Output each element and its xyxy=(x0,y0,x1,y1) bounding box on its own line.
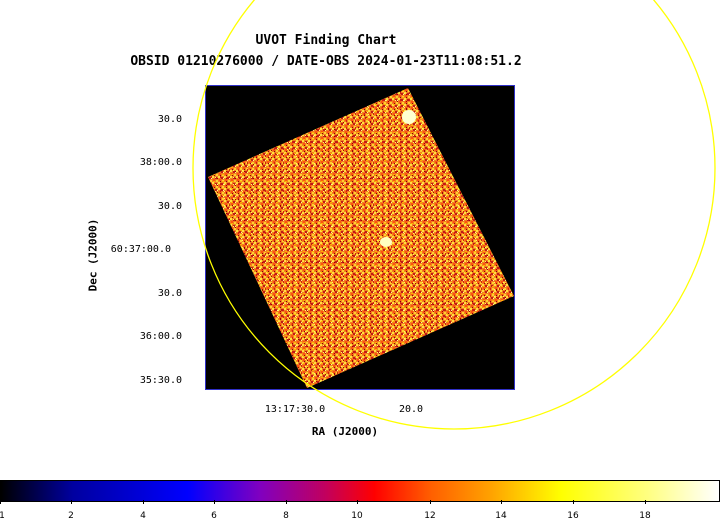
colorbar-tick xyxy=(430,500,431,504)
sky-image-svg xyxy=(208,88,514,388)
colorbar-label: 1 xyxy=(0,511,5,521)
colorbar-tick xyxy=(0,500,1,504)
colorbar-tick xyxy=(143,500,144,504)
y-tick-label: 30.0 xyxy=(157,114,182,125)
colorbar-label: 2 xyxy=(68,511,74,521)
colorbar-tick xyxy=(645,500,646,504)
bright-source xyxy=(380,237,392,247)
colorbar-tick xyxy=(71,500,72,504)
y-tick-label: 30.0 xyxy=(157,288,182,299)
colorbar-tick xyxy=(286,500,287,504)
y-tick-label: 30.0 xyxy=(157,201,182,212)
x-tick-label: 20.0 xyxy=(398,404,424,415)
colorbar-tick xyxy=(501,500,502,504)
y-axis-label: Dec (J2000) xyxy=(86,218,100,292)
x-tick-label: 13:17:30.0 xyxy=(264,404,326,415)
colorbar-label: 10 xyxy=(351,511,363,521)
y-tick-label: 38:00.0 xyxy=(139,157,182,168)
exposure-footprint-texture xyxy=(208,88,514,388)
colorbar-label: 18 xyxy=(639,511,651,521)
x-axis-label: RA (J2000) xyxy=(311,425,379,438)
colorbar-tick xyxy=(214,500,215,504)
sky-image xyxy=(205,85,515,390)
colorbar-label: 14 xyxy=(495,511,507,521)
y-tick-label: 60:37:00.0 xyxy=(110,244,171,255)
y-tick-label: 35:30.0 xyxy=(139,375,182,386)
y-tick-label: 36:00.0 xyxy=(139,331,182,342)
colorbar-label: 12 xyxy=(424,511,436,521)
colorbar-label: 4 xyxy=(140,511,146,521)
colorbar-label: 16 xyxy=(567,511,579,521)
colorbar-label: 6 xyxy=(211,511,217,521)
chart-title: UVOT Finding Chart xyxy=(255,33,397,48)
colorbar-tick xyxy=(573,500,574,504)
colorbar-label: 8 xyxy=(283,511,289,521)
bright-source xyxy=(402,110,416,124)
colorbar-tick xyxy=(357,500,358,504)
colorbar xyxy=(0,480,720,502)
chart-subtitle: OBSID 01210276000 / DATE-OBS 2024-01-23T… xyxy=(130,54,522,69)
